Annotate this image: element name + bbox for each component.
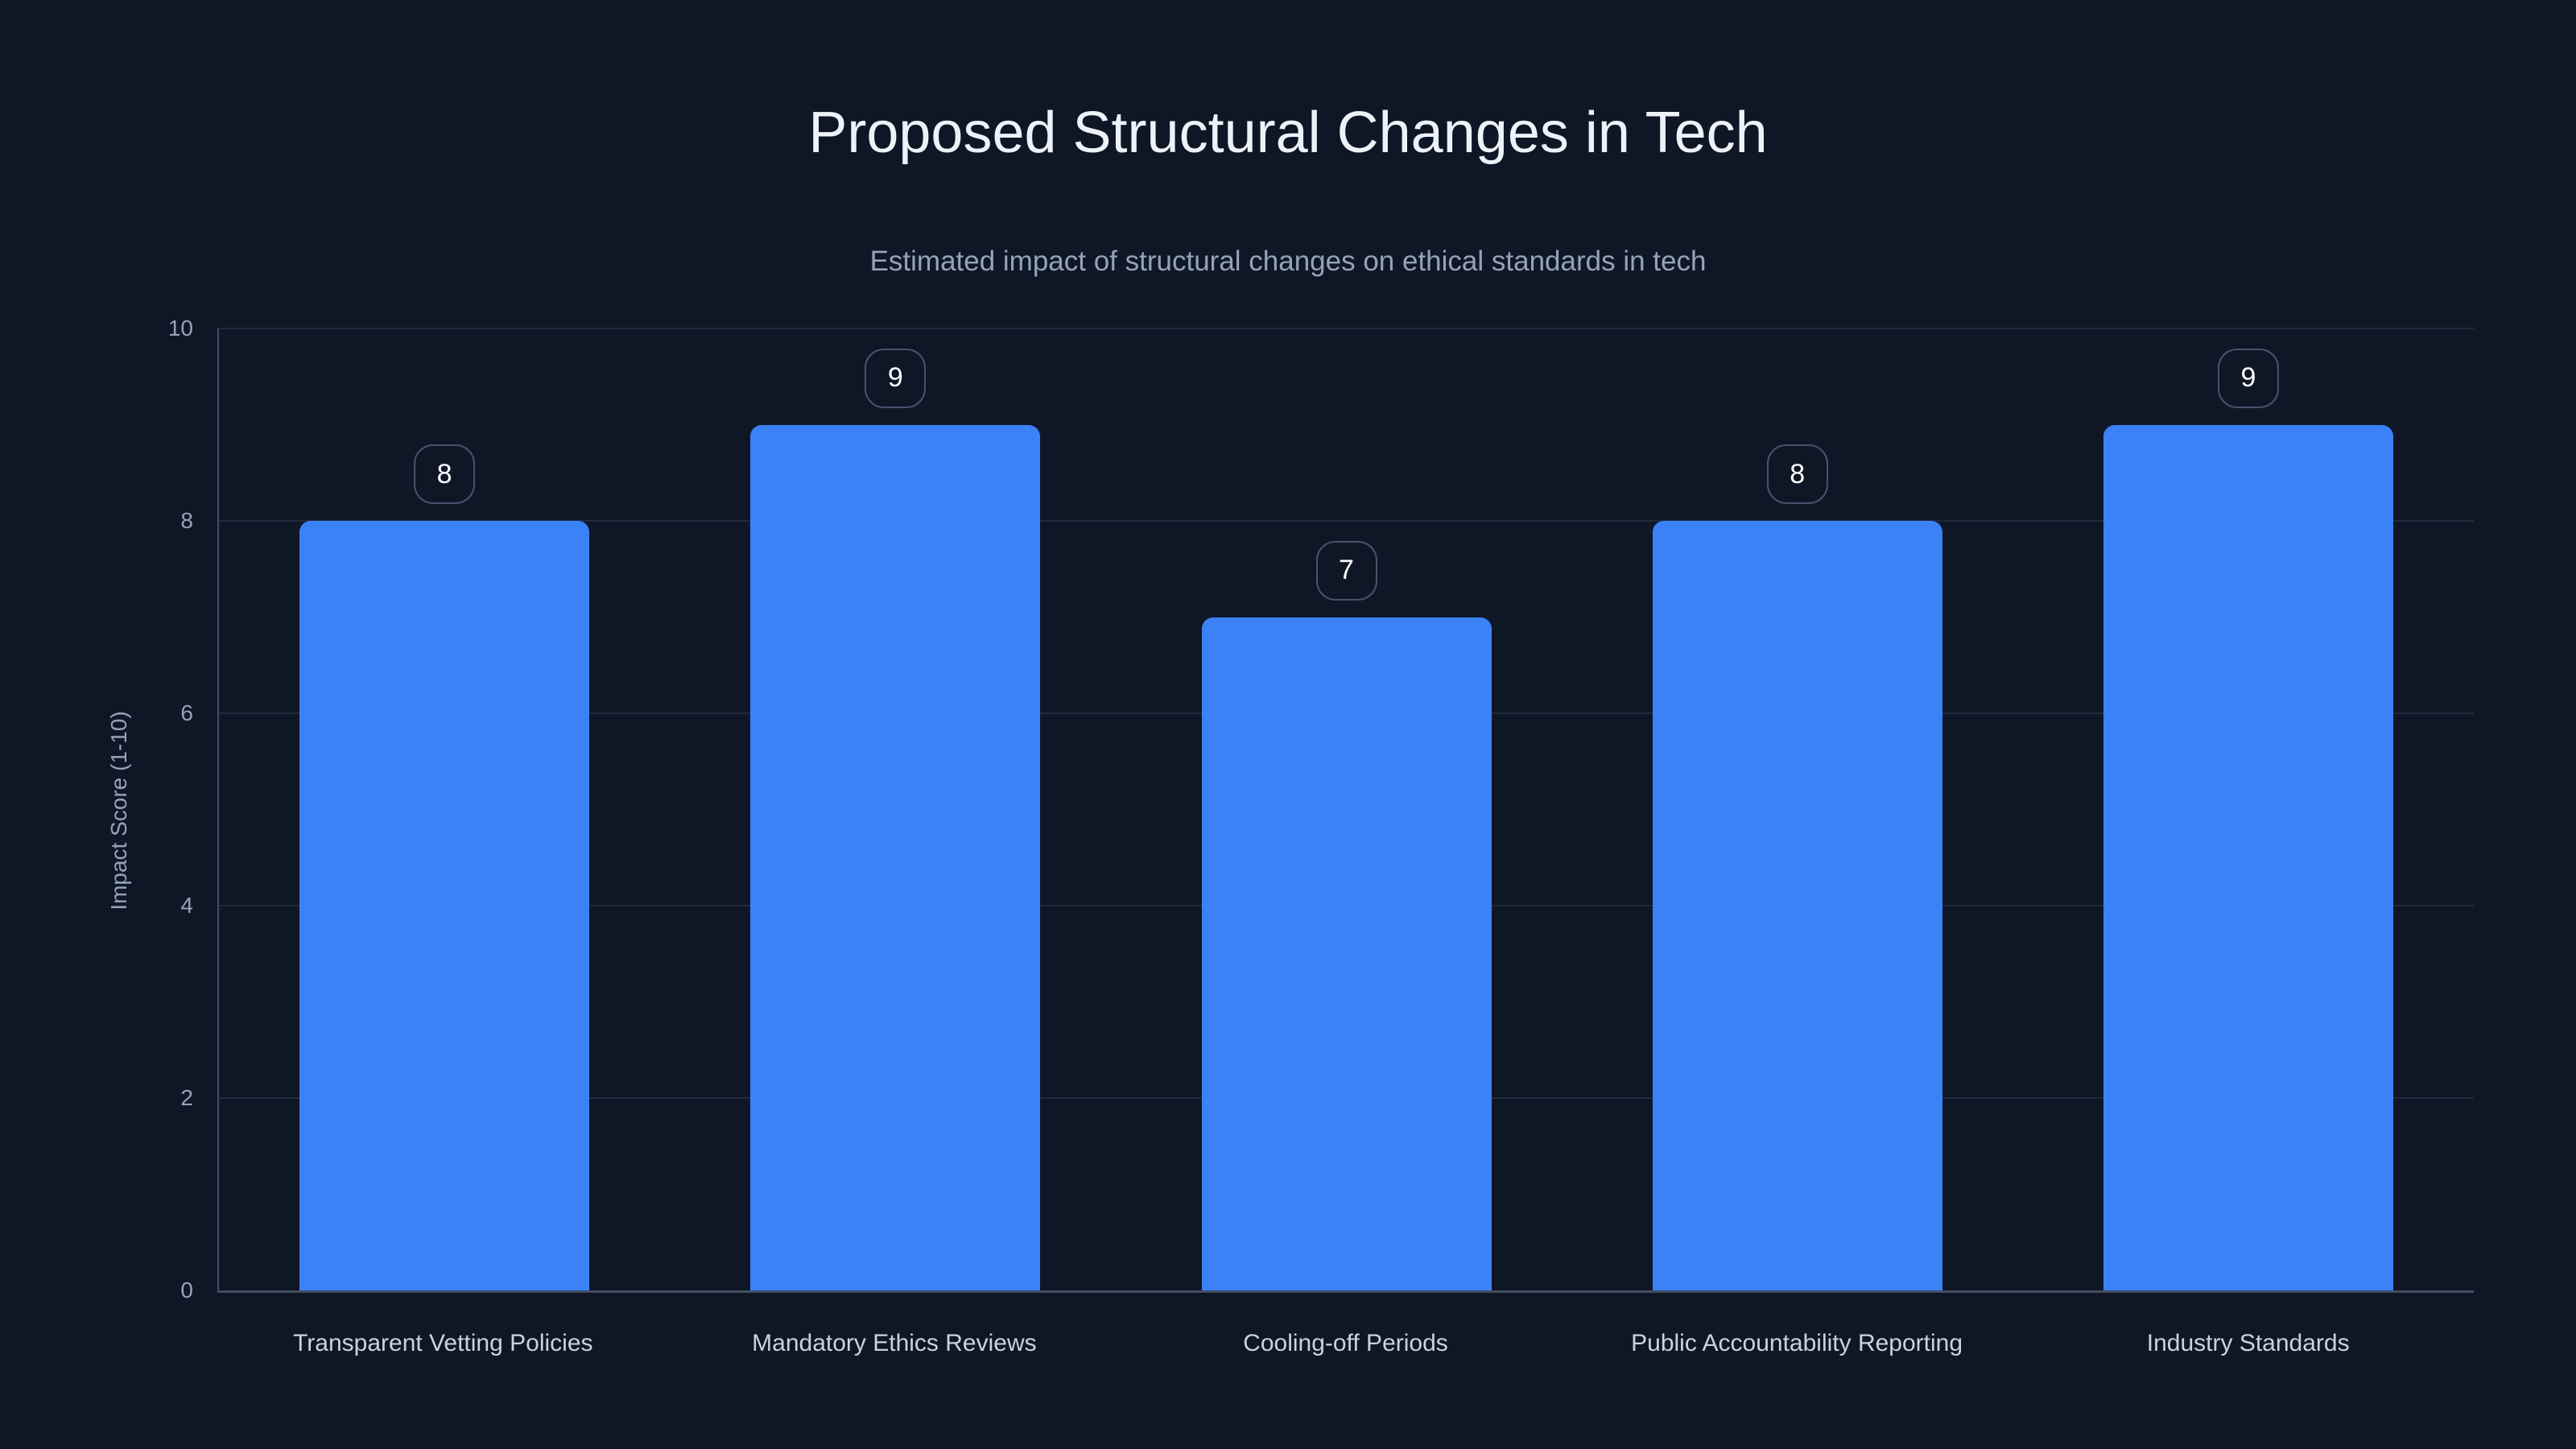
bar-4[interactable]	[2103, 424, 2393, 1290]
bar-0[interactable]	[299, 521, 590, 1290]
y-tick-label-6: 6	[180, 700, 193, 725]
gridline-y8	[219, 520, 2474, 522]
y-tick-label-0: 0	[180, 1278, 193, 1302]
y-axis-title: Impact Score (1-10)	[106, 711, 131, 910]
bar-column-4: 9	[2023, 328, 2474, 1290]
bar-value-badge-1: 9	[865, 348, 927, 408]
x-axis-label-3: Public Accountability Reporting	[1631, 1330, 1963, 1356]
x-axis-label-1: Mandatory Ethics Reviews	[752, 1330, 1037, 1356]
y-tick-label-10: 10	[167, 316, 193, 341]
bar-2[interactable]	[1201, 617, 1492, 1290]
bar-value-badge-3: 8	[1766, 444, 1828, 504]
bar-column-1: 9	[670, 328, 1121, 1290]
bar-column-2: 7	[1121, 328, 1571, 1290]
plot-area: 0 2 4 6 8 10 8 9 7 8 9	[168, 316, 2474, 1302]
x-axis-labels: Transparent Vetting Policies Mandatory Et…	[217, 1328, 2474, 1359]
x-axis-label-2: Cooling-off Periods	[1243, 1330, 1448, 1356]
bar-column-3: 8	[1572, 328, 2023, 1290]
x-axis-label-0: Transparent Vetting Policies	[293, 1330, 593, 1356]
gridline-y10	[219, 328, 2474, 329]
y-tick-label-8: 8	[180, 508, 193, 533]
chart-subtitle: Estimated impact of structural changes o…	[869, 246, 1707, 277]
bar-value-badge-4: 9	[2217, 348, 2279, 408]
y-tick-label-2: 2	[180, 1085, 193, 1110]
x-axis-label-4: Industry Standards	[2146, 1330, 2350, 1356]
chart-title: Proposed Structural Changes in Tech	[808, 101, 1768, 165]
bar-value-badge-0: 8	[414, 444, 476, 504]
bar-3[interactable]	[1652, 521, 1942, 1290]
bar-1[interactable]	[750, 424, 1041, 1290]
bars-row: 8 9 7 8 9	[219, 328, 2474, 1290]
y-tick-label-4: 4	[180, 893, 193, 918]
bar-column-0: 8	[219, 328, 670, 1290]
bar-value-badge-2: 7	[1315, 540, 1377, 601]
